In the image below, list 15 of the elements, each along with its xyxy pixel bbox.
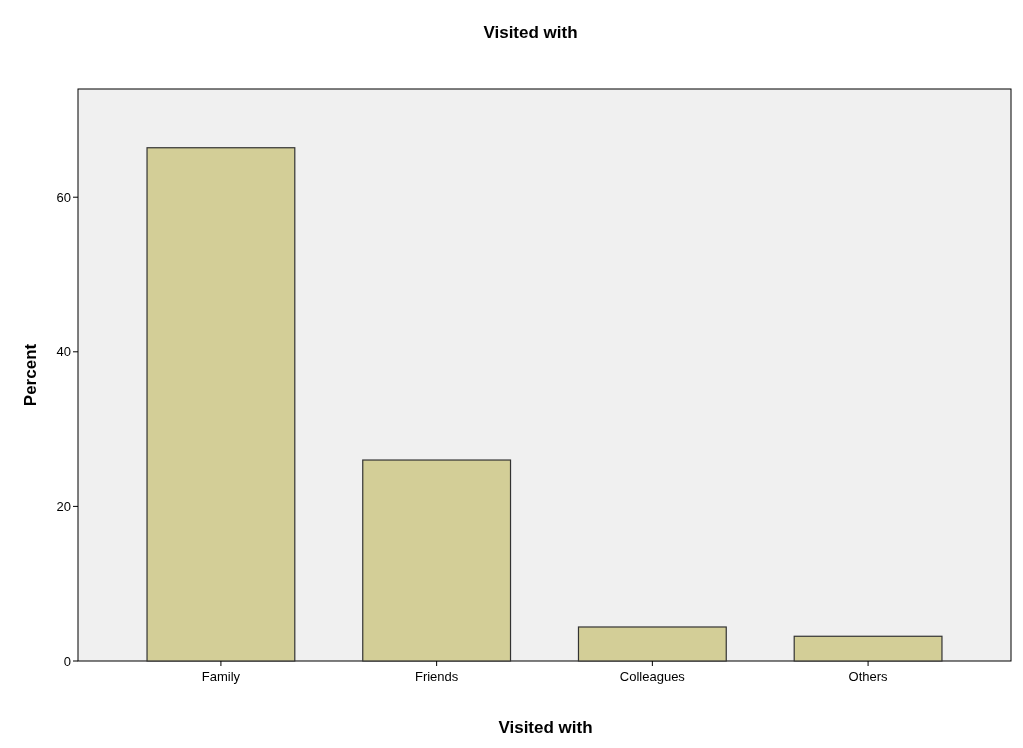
y-tick-label: 20	[56, 498, 71, 514]
x-axis-title: Visited with	[498, 718, 593, 737]
x-tick-label: Colleagues	[619, 669, 686, 684]
chart-title: Visited with	[483, 23, 578, 42]
bar	[362, 459, 512, 662]
y-tick-label: 40	[56, 344, 71, 360]
bar	[577, 626, 727, 662]
y-tick-label: 60	[56, 189, 71, 205]
y-axis-title: Percent	[21, 343, 40, 407]
bar	[146, 147, 296, 662]
x-tick-label: Others	[848, 669, 889, 684]
y-tick-label: 0	[63, 653, 71, 669]
bar	[793, 635, 943, 662]
x-tick-label: Family	[201, 669, 241, 684]
x-tick-label: Friends	[414, 669, 459, 684]
